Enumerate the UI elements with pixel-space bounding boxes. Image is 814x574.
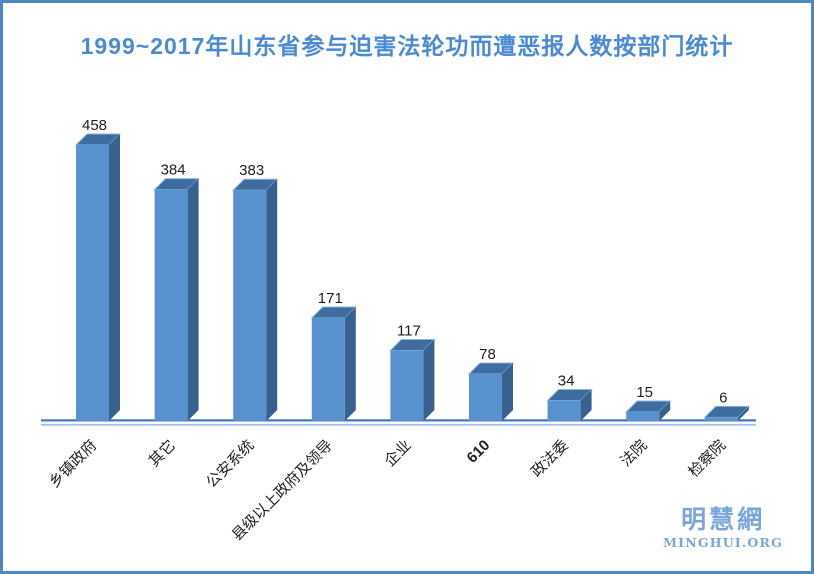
svg-text:384: 384 — [161, 162, 186, 179]
svg-text:法院: 法院 — [617, 436, 651, 470]
svg-text:34: 34 — [558, 373, 575, 390]
bar-chart-canvas: 458乡镇政府384其它383公安系统171县级以上政府及领导117企业7861… — [41, 117, 756, 544]
svg-text:其它: 其它 — [145, 436, 179, 470]
svg-text:企业: 企业 — [381, 436, 415, 470]
svg-text:公安系统: 公安系统 — [203, 437, 257, 491]
svg-text:610: 610 — [464, 437, 494, 467]
svg-text:检察院: 检察院 — [685, 436, 730, 481]
minghui-logo-chinese: 明慧網 — [681, 504, 766, 534]
minghui-logo-english: MINGHUI.ORG — [663, 535, 783, 550]
svg-text:458: 458 — [82, 117, 107, 134]
svg-text:78: 78 — [479, 346, 496, 363]
minghui-watermark: 明慧網 MINGHUI.ORG — [663, 504, 783, 550]
svg-text:6: 6 — [719, 389, 727, 406]
svg-text:政法委: 政法委 — [528, 437, 572, 481]
svg-text:171: 171 — [318, 290, 343, 307]
svg-text:117: 117 — [397, 322, 421, 339]
svg-text:383: 383 — [239, 162, 264, 179]
svg-text:15: 15 — [636, 384, 653, 401]
svg-text:乡镇政府: 乡镇政府 — [46, 437, 100, 491]
chart-title: 1999~2017年山东省参与迫害法轮功而遭恶报人数按部门统计 — [80, 33, 734, 59]
